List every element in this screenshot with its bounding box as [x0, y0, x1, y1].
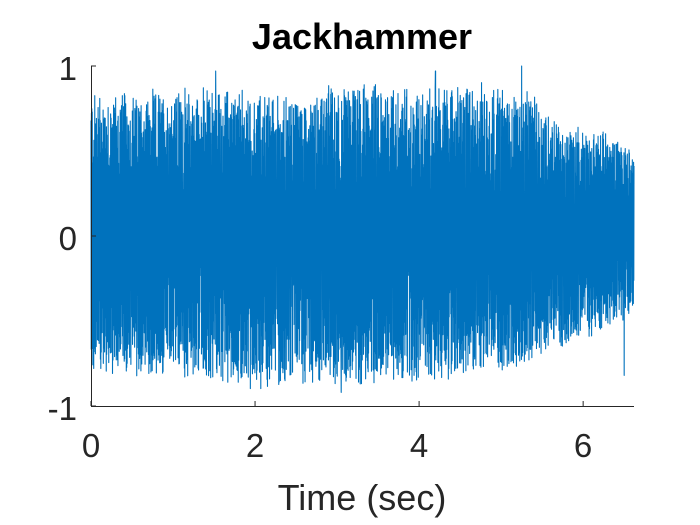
y-tick-label: 1 — [59, 50, 77, 87]
chart-title: Jackhammer — [252, 16, 472, 57]
y-ticks — [91, 65, 96, 407]
x-tick-label: 0 — [82, 427, 100, 464]
x-tick-label: 6 — [574, 427, 592, 464]
x-axis-label: Time (sec) — [278, 477, 447, 518]
y-tick-label: -1 — [48, 390, 77, 427]
x-tick-label: 2 — [246, 427, 264, 464]
x-tick-label: 4 — [410, 427, 428, 464]
plot-area — [90, 65, 635, 393]
waveform-series — [90, 65, 635, 393]
x-ticks — [90, 401, 584, 406]
y-tick-label: 0 — [59, 220, 77, 257]
